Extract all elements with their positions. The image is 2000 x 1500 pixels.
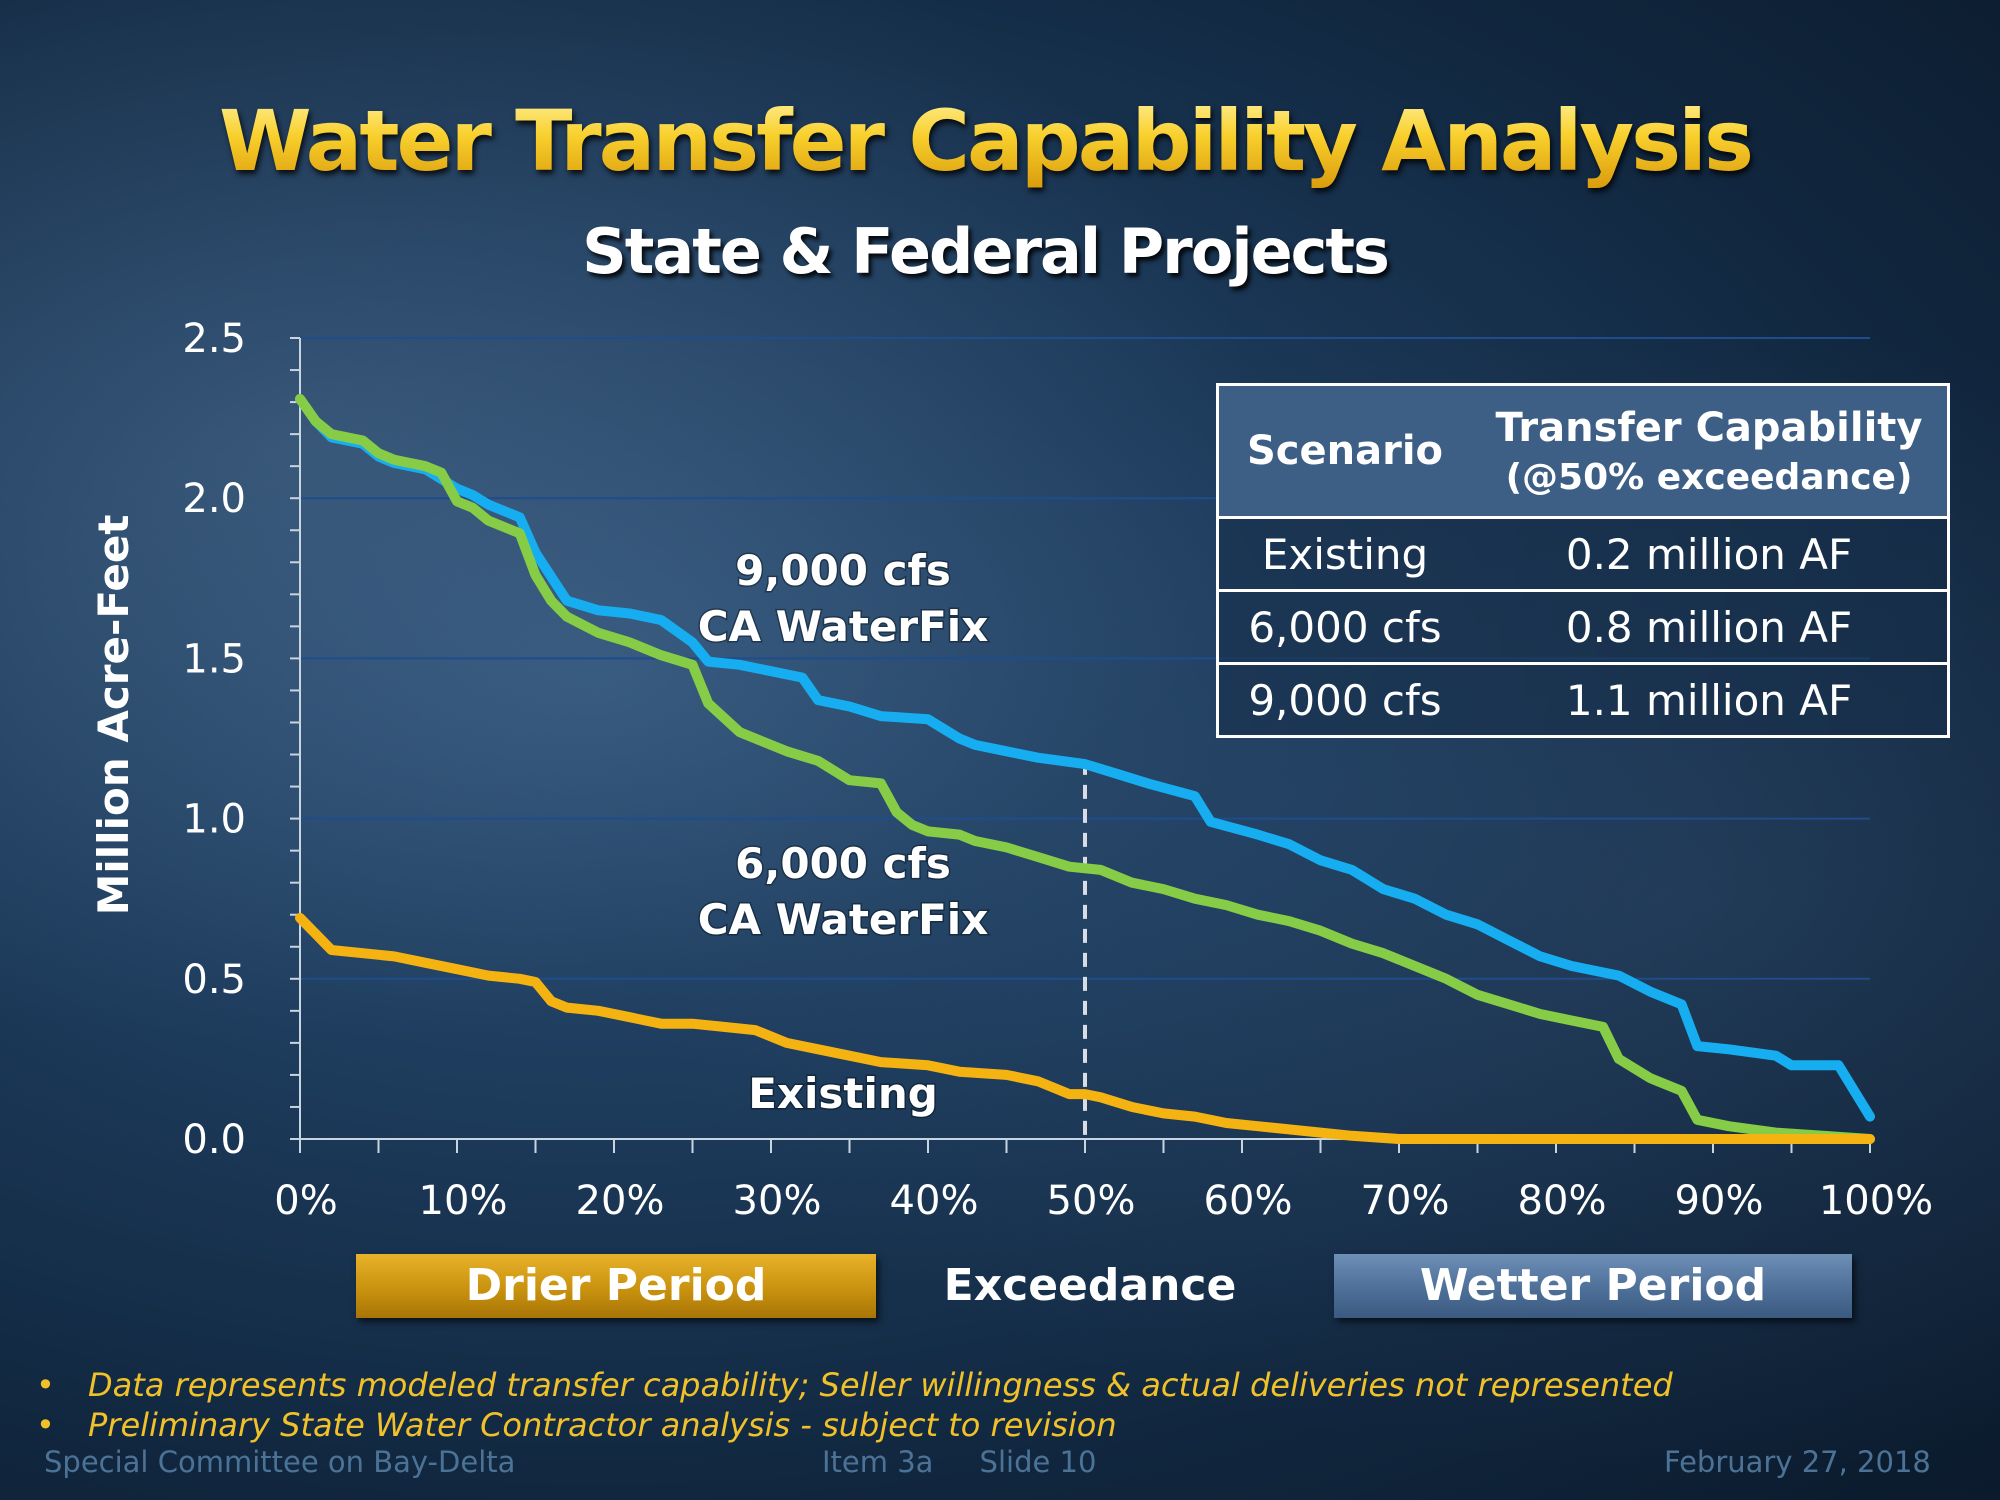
note-item: • Preliminary State Water Contractor anal… bbox=[36, 1405, 1673, 1445]
x-tick-labels: 0% 10% 20% 30% 40% 50% 60% 70% 80% 90% 100% bbox=[274, 1178, 1933, 1224]
slide-title: Water Transfer Capability Analysis bbox=[0, 92, 1970, 190]
y-tick-label: 0.0 bbox=[182, 1117, 246, 1163]
series-line-6000 bbox=[295, 393, 1875, 1144]
drier-period-label: Drier Period bbox=[356, 1254, 876, 1318]
x-tick-label: 20% bbox=[576, 1178, 665, 1224]
notes-list: • Data represents modeled transfer capabi… bbox=[36, 1365, 1673, 1445]
footer-date: February 27, 2018 bbox=[1664, 1445, 1931, 1479]
bullet-icon: • bbox=[36, 1366, 55, 1404]
table-header-row: Scenario Transfer Capability (@50% excee… bbox=[1219, 386, 1947, 519]
series-label: Existing bbox=[748, 1069, 938, 1118]
table-header-capability-title: Transfer Capability bbox=[1495, 404, 1923, 451]
y-tick-labels: 0.0 0.5 1.0 1.5 2.0 2.5 bbox=[182, 316, 246, 1163]
table-cell-scenario: Existing bbox=[1219, 517, 1471, 592]
footer-slide-number: Item 3a Slide 10 bbox=[822, 1445, 1097, 1479]
table-row: Existing 0.2 million AF bbox=[1219, 517, 1947, 592]
table-cell-capability: 0.2 million AF bbox=[1471, 517, 1947, 592]
wetter-period-label: Wetter Period bbox=[1334, 1254, 1852, 1318]
y-tick-label: 2.0 bbox=[182, 476, 246, 522]
table-header-scenario: Scenario bbox=[1219, 386, 1471, 519]
x-tick-label: 50% bbox=[1047, 1178, 1136, 1224]
y-axis-label: Million Acre-Feet bbox=[89, 515, 138, 916]
x-tick-label: 100% bbox=[1819, 1178, 1933, 1224]
transfer-capability-table: Scenario Transfer Capability (@50% excee… bbox=[1216, 383, 1950, 738]
table-cell-capability: 1.1 million AF bbox=[1565, 675, 1853, 725]
series-label: CA WaterFix bbox=[698, 602, 989, 651]
table-cell-scenario: 6,000 cfs bbox=[1219, 590, 1471, 665]
x-tick-label: 60% bbox=[1204, 1178, 1293, 1224]
table-cell-scenario: 9,000 cfs bbox=[1248, 675, 1442, 725]
chart-series bbox=[295, 393, 1875, 1144]
series-line-9000 bbox=[295, 393, 1875, 1122]
y-tick-label: 1.0 bbox=[182, 797, 246, 843]
x-tick-label: 40% bbox=[890, 1178, 979, 1224]
series-label: 9,000 cfs bbox=[735, 546, 951, 595]
x-axis-label: Exceedance bbox=[943, 1260, 1237, 1311]
series-label: 6,000 cfs bbox=[735, 839, 951, 888]
x-tick-label: 10% bbox=[419, 1178, 508, 1224]
y-tick-label: 1.5 bbox=[182, 636, 246, 682]
note-text: Preliminary State Water Contractor analy… bbox=[88, 1406, 1117, 1444]
series-label: CA WaterFix bbox=[698, 895, 989, 944]
table-header-capability-sub: (@50% exceedance) bbox=[1505, 456, 1913, 498]
note-item: • Data represents modeled transfer capabi… bbox=[36, 1365, 1673, 1405]
y-tick-label: 0.5 bbox=[182, 957, 246, 1003]
table-row: 6,000 cfs 0.8 million AF bbox=[1219, 590, 1947, 665]
bullet-icon: • bbox=[36, 1406, 55, 1444]
x-tick-label: 80% bbox=[1518, 1178, 1607, 1224]
y-tick-label: 2.5 bbox=[182, 316, 246, 362]
table-header-capability: Transfer Capability (@50% exceedance) bbox=[1471, 386, 1947, 519]
table-row: 9,000 cfs 1.1 million AF bbox=[1219, 664, 1947, 736]
x-tick-label: 70% bbox=[1361, 1178, 1450, 1224]
slide-subtitle: State & Federal Projects bbox=[582, 215, 1390, 288]
table-cell-capability: 0.8 million AF bbox=[1471, 590, 1947, 665]
x-tick-label: 0% bbox=[274, 1178, 337, 1224]
note-text: Data represents modeled transfer capabil… bbox=[88, 1366, 1673, 1404]
footer-committee: Special Committee on Bay-Delta bbox=[44, 1445, 516, 1479]
series-labels: 9,000 cfs CA WaterFix 6,000 cfs CA WaterFix… bbox=[696, 545, 990, 1120]
series-line-Existing bbox=[295, 912, 1875, 1144]
x-tick-label: 90% bbox=[1675, 1178, 1764, 1224]
x-tick-label: 30% bbox=[733, 1178, 822, 1224]
